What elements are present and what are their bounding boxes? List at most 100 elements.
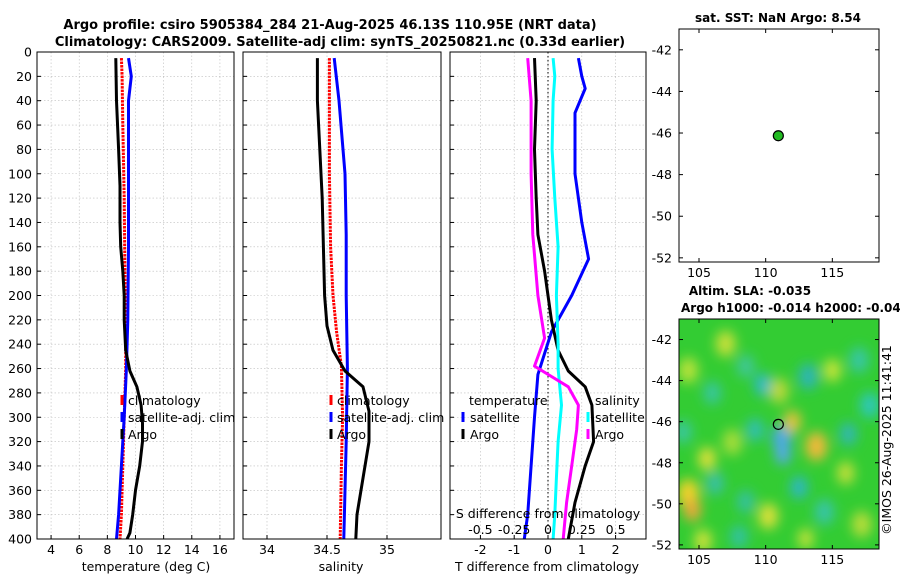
series-line (550, 57, 563, 540)
legend-label: satellite-adj. clim (128, 410, 235, 425)
y-tick-label: 300 (8, 410, 32, 425)
y-tick-label: 360 (8, 483, 32, 498)
y-tick-label: 280 (8, 385, 32, 400)
y-tick-label: -48 (652, 455, 672, 470)
series-line (522, 57, 591, 540)
heatmap-cell (859, 392, 879, 419)
y-tick-label: -46 (652, 414, 672, 429)
title-line-1: Argo profile: csiro 5905384_284 21-Aug-2… (63, 18, 596, 33)
series-line (315, 58, 371, 540)
heatmap-cell (746, 418, 764, 442)
temperature-xlabel: temperature (deg C) (82, 559, 211, 574)
series-line (118, 58, 128, 540)
x-tick-label-s: 0.5 (606, 522, 626, 537)
heatmap-cell (797, 528, 814, 549)
legend-label: satellite-adj. clim (337, 410, 444, 425)
heatmap-cell (722, 429, 743, 456)
heatmap-cell (814, 498, 835, 526)
x-tick-label: 1 (578, 542, 586, 557)
x-tick-label-s: -0.5 (468, 522, 492, 537)
heatmap-cell (769, 377, 789, 404)
x-tick-label: -1 (508, 542, 520, 557)
heatmap-blobs (679, 330, 879, 549)
y-tick-label: -48 (652, 167, 672, 182)
heatmap-cell (823, 358, 842, 382)
legend-label: satellite (470, 410, 520, 425)
heatmap-cell (679, 420, 692, 444)
y-tick-label: -44 (652, 84, 672, 99)
sla-map-title-1: Altim. SLA: -0.035 (689, 284, 811, 298)
legend-title-salinity: salinity (595, 393, 640, 408)
series-line (114, 58, 144, 540)
legend-label: climatology (128, 393, 201, 408)
x-tick-label: -2 (474, 542, 486, 557)
y-tick-label: 220 (8, 312, 32, 327)
heatmap-cell (849, 347, 869, 374)
heatmap-cell (839, 422, 858, 446)
heatmap-cell (805, 431, 828, 461)
y-tick-label: 140 (8, 215, 32, 230)
y-tick-label: 120 (8, 191, 32, 206)
series-line (533, 58, 596, 540)
heatmap-cell (851, 511, 872, 538)
y-tick-label: 0 (24, 45, 32, 60)
sla-heatmap (679, 319, 879, 549)
temperature-panel: 4 6 8 10 12 14 1602040608010012014016018020022… (8, 45, 235, 558)
x-tick-label-s: 0 (544, 522, 552, 537)
heatmap-cell (798, 363, 819, 390)
legend-label: climatology (337, 393, 410, 408)
heatmap-cell (836, 461, 855, 485)
argo-position-marker (772, 130, 784, 142)
legend-label: satellite (595, 410, 645, 425)
x-tick-label: 35 (379, 542, 395, 557)
x-tick-label-s: 0.25 (568, 522, 596, 537)
x-tick-label: 34 (259, 542, 275, 557)
x-tick-label: 105 (687, 552, 711, 567)
y-tick-label: 40 (16, 93, 32, 108)
heatmap-cell (730, 525, 748, 549)
legend-label: Argo (470, 427, 499, 442)
difference-panel: -2 -1 0 1 2 temperature salinity satellite satel… (449, 51, 647, 557)
x-tick-label: 4 (47, 542, 55, 557)
y-tick-label: 340 (8, 458, 32, 473)
y-tick-label: 100 (8, 166, 32, 181)
heatmap-cell (775, 444, 791, 465)
sla-map-title-2: Argo h1000: -0.014 h2000: -0.047 (681, 301, 900, 315)
x-tick-label: 12 (156, 542, 172, 557)
salinity-panel: 34 34.5 35 climatology satellite-adj. clim Ar… (242, 51, 444, 557)
x-tick-label: 34.5 (313, 542, 341, 557)
x-tick-label: 105 (687, 265, 711, 280)
sla-map-panel: 105 110 115 -42 -44 -46 -48 -50 -52 (652, 318, 880, 567)
x-tick-label: 110 (754, 552, 778, 567)
heatmap-cell (683, 498, 702, 522)
x-tick-label: 6 (75, 542, 83, 557)
sst-map-panel: 105 110 115 -42 -44 -46 -48 -50 -52 (652, 28, 880, 280)
map-frame (678, 318, 880, 550)
heatmap-cell (679, 357, 699, 384)
series-line (327, 58, 345, 540)
x-tick-label: 110 (754, 265, 778, 280)
heatmap-cell (736, 490, 755, 514)
difference-s-xlabel: S difference from climatology (456, 506, 641, 521)
heatmap-cell (758, 503, 779, 530)
copyright-text: ©IMOS 26-Aug-2025 11:41:41 (879, 345, 894, 535)
heatmap-cell (703, 381, 722, 405)
y-tick-label: 240 (8, 337, 32, 352)
legend-label: Argo (595, 427, 624, 442)
series-line (115, 57, 133, 540)
x-tick-label: 8 (103, 542, 111, 557)
y-tick-label: -52 (652, 250, 672, 265)
y-tick-label: -46 (652, 126, 672, 141)
argo-position-marker (772, 418, 784, 430)
heatmap-cell (694, 529, 712, 549)
heatmap-cell (706, 471, 724, 495)
x-tick-label: 0 (544, 542, 552, 557)
x-tick-label: 115 (820, 265, 844, 280)
legend-label: Argo (128, 427, 157, 442)
salinity-xlabel: salinity (319, 559, 364, 574)
heatmap-cell (715, 330, 736, 357)
y-tick-label: 400 (8, 532, 32, 547)
x-tick-label: 16 (212, 542, 228, 557)
y-tick-label: 380 (8, 507, 32, 522)
difference-xlabel: T difference from climatology (454, 559, 640, 574)
